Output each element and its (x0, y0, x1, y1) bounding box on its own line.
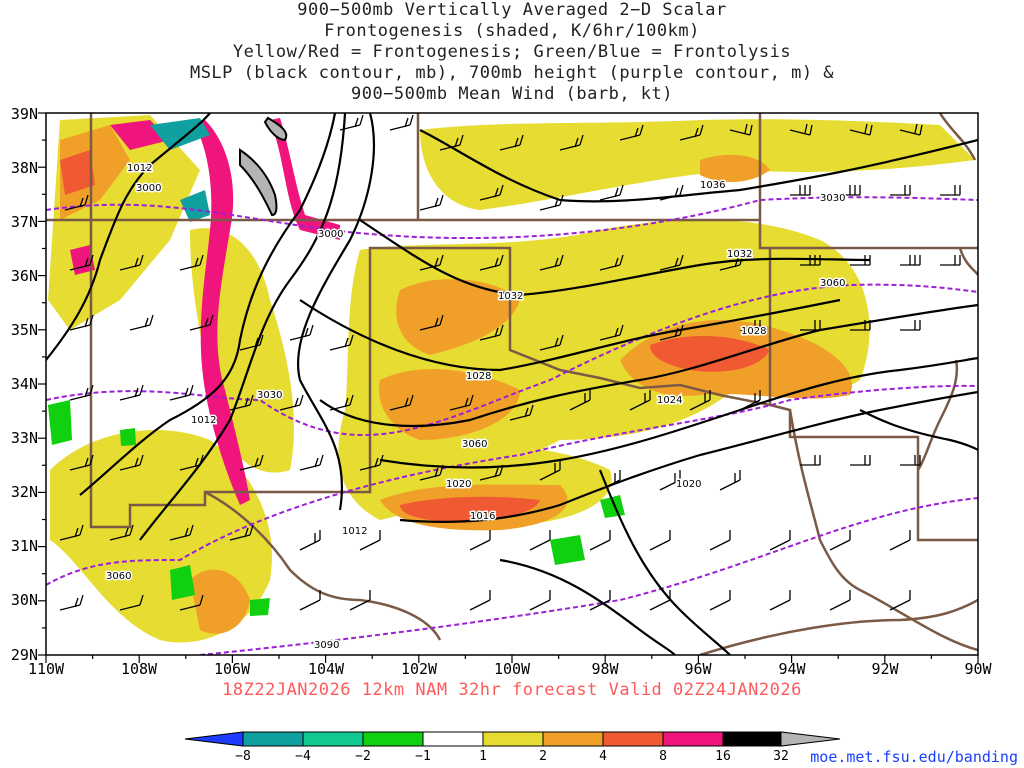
forecast-valid-time: 18Z22JAN2026 12km NAM 32hr forecast Vali… (222, 680, 802, 700)
lat-label: 29N (11, 646, 38, 664)
title-line: 900−500mb Vertically Averaged 2−D Scalar (297, 0, 727, 20)
colorbar-label: 4 (599, 749, 607, 764)
colorbar-label: −2 (355, 749, 371, 764)
colorbar-label: 1 (479, 749, 487, 764)
lat-label: 38N (11, 159, 38, 177)
lat-label: 34N (11, 375, 38, 393)
plot-title: 900−500mb Vertically Averaged 2−D Scalar… (0, 0, 1024, 105)
mslp-label: 1028 (466, 371, 491, 382)
height-label: 3090 (314, 640, 339, 651)
colorbar-box (362, 731, 424, 747)
source-url: moe.met.fsu.edu/banding (810, 748, 1018, 766)
colorbar-label: 16 (715, 749, 731, 764)
height-label: 3000 (136, 183, 161, 194)
colorbar-box (722, 731, 782, 747)
height-label: 3000 (318, 229, 343, 240)
mslp-label: 1012 (127, 163, 152, 174)
lat-label: 35N (11, 321, 38, 339)
axis-ticks (38, 112, 979, 663)
mslp-label: 1024 (657, 395, 682, 406)
state-borders (46, 113, 978, 655)
lat-label: 30N (11, 591, 38, 609)
lon-label: 106W (214, 660, 251, 678)
title-line: Frontogenesis (shaded, K/6hr/100km) (324, 21, 700, 41)
lon-label: 92W (871, 660, 899, 678)
mslp-label: 1036 (700, 180, 725, 191)
colorbar-label: −1 (415, 749, 431, 764)
colorbar-label: −8 (235, 749, 251, 764)
lon-label: 94W (778, 660, 806, 678)
colorbar-label: 8 (659, 749, 667, 764)
colorbar-label: 2 (539, 749, 547, 764)
lat-label: 31N (11, 537, 38, 555)
height-label: 3060 (106, 571, 131, 582)
mslp-label: 1016 (470, 511, 495, 522)
lat-label: 37N (11, 213, 38, 231)
lat-label: 33N (11, 429, 38, 447)
height-label: 3060 (462, 439, 487, 450)
title-line: MSLP (black contour, mb), 700mb height (… (189, 63, 835, 83)
height-contours (46, 196, 978, 655)
mslp-label: 1012 (342, 526, 367, 537)
lat-label: 39N (11, 105, 38, 123)
lon-label: 104W (308, 660, 345, 678)
colorbar-label: 32 (773, 749, 789, 764)
colorbar-box (662, 731, 724, 747)
mslp-label: 1020 (676, 479, 701, 490)
colorbar-box (542, 731, 604, 747)
lon-label: 100W (494, 660, 531, 678)
colorbar-lower-arrow (184, 731, 244, 747)
lon-label: 102W (401, 660, 438, 678)
colorbar-box (302, 731, 364, 747)
title-line: 900−500mb Mean Wind (barb, kt) (350, 84, 674, 104)
lon-label: 108W (121, 660, 158, 678)
colorbar-upper-arrow (780, 731, 841, 747)
lon-label: 90W (964, 660, 992, 678)
height-label: 3030 (257, 390, 282, 401)
colorbar-label: −4 (295, 749, 311, 764)
wind-barbs (59, 114, 961, 611)
title-line: Yellow/Red = Frontogenesis; Green/Blue =… (232, 42, 792, 62)
lat-label: 36N (11, 267, 38, 285)
mslp-label: 1032 (498, 291, 523, 302)
contour-labels: 1012 1036 1032 1032 1028 1028 1024 1020 … (105, 162, 847, 653)
colorbar-box (242, 731, 304, 747)
colorbar-box (482, 731, 544, 747)
mslp-label: 1020 (446, 479, 471, 490)
lon-label: 98W (591, 660, 619, 678)
colorbar: −8 −4 −2 −1 1 2 4 8 16 32 (184, 731, 841, 764)
lon-label: 96W (684, 660, 712, 678)
colorbar-box (422, 731, 484, 747)
lat-label: 32N (11, 483, 38, 501)
axis-labels: 39N 38N 37N 36N 35N 34N 33N 32N 31N 30N … (11, 105, 993, 678)
height-label: 3060 (820, 278, 845, 289)
lon-label: 110W (28, 660, 65, 678)
height-label: 3030 (820, 193, 845, 204)
colorbar-box (602, 731, 664, 747)
mslp-label: 1032 (727, 249, 752, 260)
mslp-label: 1012 (191, 415, 216, 426)
mslp-label: 1028 (741, 326, 766, 337)
